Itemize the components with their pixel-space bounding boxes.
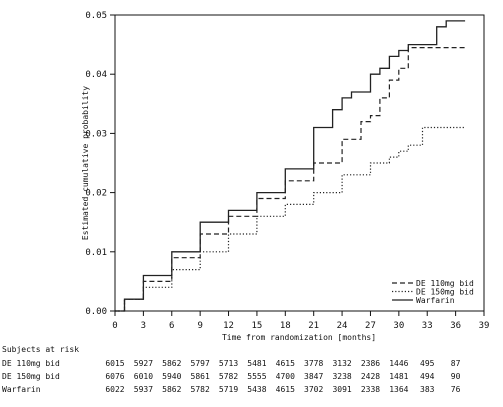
x-tick-label: 21 — [308, 321, 319, 331]
plot-frame — [114, 14, 485, 312]
x-tick-label: 33 — [422, 321, 433, 331]
risk-cell: 495 — [420, 359, 435, 368]
risk-cell: 1481 — [389, 372, 408, 381]
risk-cell: 2428 — [361, 372, 380, 381]
y-axis-label: Estimated cumulative probability — [81, 86, 90, 240]
risk-cell: 6010 — [134, 372, 153, 381]
x-tick-label: 30 — [393, 321, 404, 331]
risk-cell: 3847 — [304, 372, 323, 381]
risk-cell: 4700 — [276, 372, 295, 381]
risk-cell: 76 — [451, 385, 461, 394]
x-tick-label: 39 — [479, 321, 490, 331]
risk-table-title: Subjects at risk — [2, 345, 79, 354]
y-tick-label: 0.02 — [85, 189, 107, 199]
legend-entry: DE 150mg bid — [416, 288, 474, 297]
series-line-de-150mg-bid — [115, 126, 466, 312]
series-line-warfarin — [115, 20, 466, 312]
y-tick-label: 0.05 — [85, 11, 107, 21]
risk-cell: 5555 — [247, 372, 266, 381]
series-line-de-110mg-bid — [115, 47, 466, 312]
risk-cell: 494 — [420, 372, 435, 381]
risk-row-label: DE 110mg bid — [2, 359, 60, 368]
risk-cell: 5797 — [191, 359, 210, 368]
risk-cell: 1446 — [389, 359, 408, 368]
risk-cell: 5481 — [247, 359, 266, 368]
risk-cell: 2386 — [361, 359, 380, 368]
risk-cell: 6076 — [105, 372, 124, 381]
risk-cell: 5713 — [219, 359, 238, 368]
risk-cell: 5438 — [247, 385, 266, 394]
x-tick-label: 0 — [112, 321, 117, 331]
risk-cell: 383 — [420, 385, 435, 394]
y-tick-label: 0.00 — [85, 307, 107, 317]
x-axis: 0 3 6 9 12 15 18 21 24 27 30 33 36 39 — [112, 311, 489, 331]
risk-cell: 3238 — [332, 372, 351, 381]
risk-cell: 4615 — [276, 385, 295, 394]
risk-cell: 5782 — [219, 372, 238, 381]
x-tick-label: 24 — [337, 321, 348, 331]
x-tick-label: 36 — [450, 321, 461, 331]
y-tick-label: 0.04 — [85, 70, 107, 80]
y-tick-label: 0.01 — [85, 248, 107, 258]
curves — [115, 20, 466, 312]
risk-cell: 3702 — [304, 385, 323, 394]
risk-cell: 4615 — [276, 359, 295, 368]
x-tick-label: 15 — [252, 321, 263, 331]
risk-cell: 5782 — [191, 385, 210, 394]
x-tick-label: 9 — [197, 321, 202, 331]
y-axis: 0.00 0.01 0.02 0.03 0.04 0.05 — [85, 11, 115, 317]
risk-cell: 87 — [451, 359, 461, 368]
risk-cell: 5862 — [162, 385, 181, 394]
x-tick-label: 27 — [365, 321, 376, 331]
risk-row-label: Warfarin — [2, 385, 41, 394]
risk-cell: 5862 — [162, 359, 181, 368]
y-tick-label: 0.03 — [85, 129, 107, 139]
x-axis-label: Time from randomization [months] — [222, 333, 376, 342]
risk-cell: 5927 — [134, 359, 153, 368]
risk-cell: 5861 — [191, 372, 210, 381]
legend-entry: DE 110mg bid — [416, 279, 474, 288]
risk-cell: 5719 — [219, 385, 238, 394]
risk-cell: 6015 — [105, 359, 124, 368]
risk-cell: 3778 — [304, 359, 323, 368]
risk-table: DE 110mg bid 6015 5927 5862 5797 5713 5481 4615… — [2, 359, 461, 394]
risk-cell: 5940 — [162, 372, 181, 381]
risk-cell: 6022 — [105, 385, 124, 394]
risk-cell: 90 — [451, 372, 461, 381]
x-tick-label: 6 — [169, 321, 174, 331]
x-tick-label: 18 — [280, 321, 291, 331]
risk-cell: 3091 — [332, 385, 351, 394]
x-tick-label: 3 — [141, 321, 146, 331]
risk-cell: 2338 — [361, 385, 380, 394]
risk-cell: 1364 — [389, 385, 408, 394]
legend-entry: Warfarin — [416, 296, 455, 305]
x-tick-label: 12 — [223, 321, 234, 331]
risk-cell: 3132 — [332, 359, 351, 368]
risk-cell: 5937 — [134, 385, 153, 394]
risk-row-label: DE 150mg bid — [2, 372, 60, 381]
